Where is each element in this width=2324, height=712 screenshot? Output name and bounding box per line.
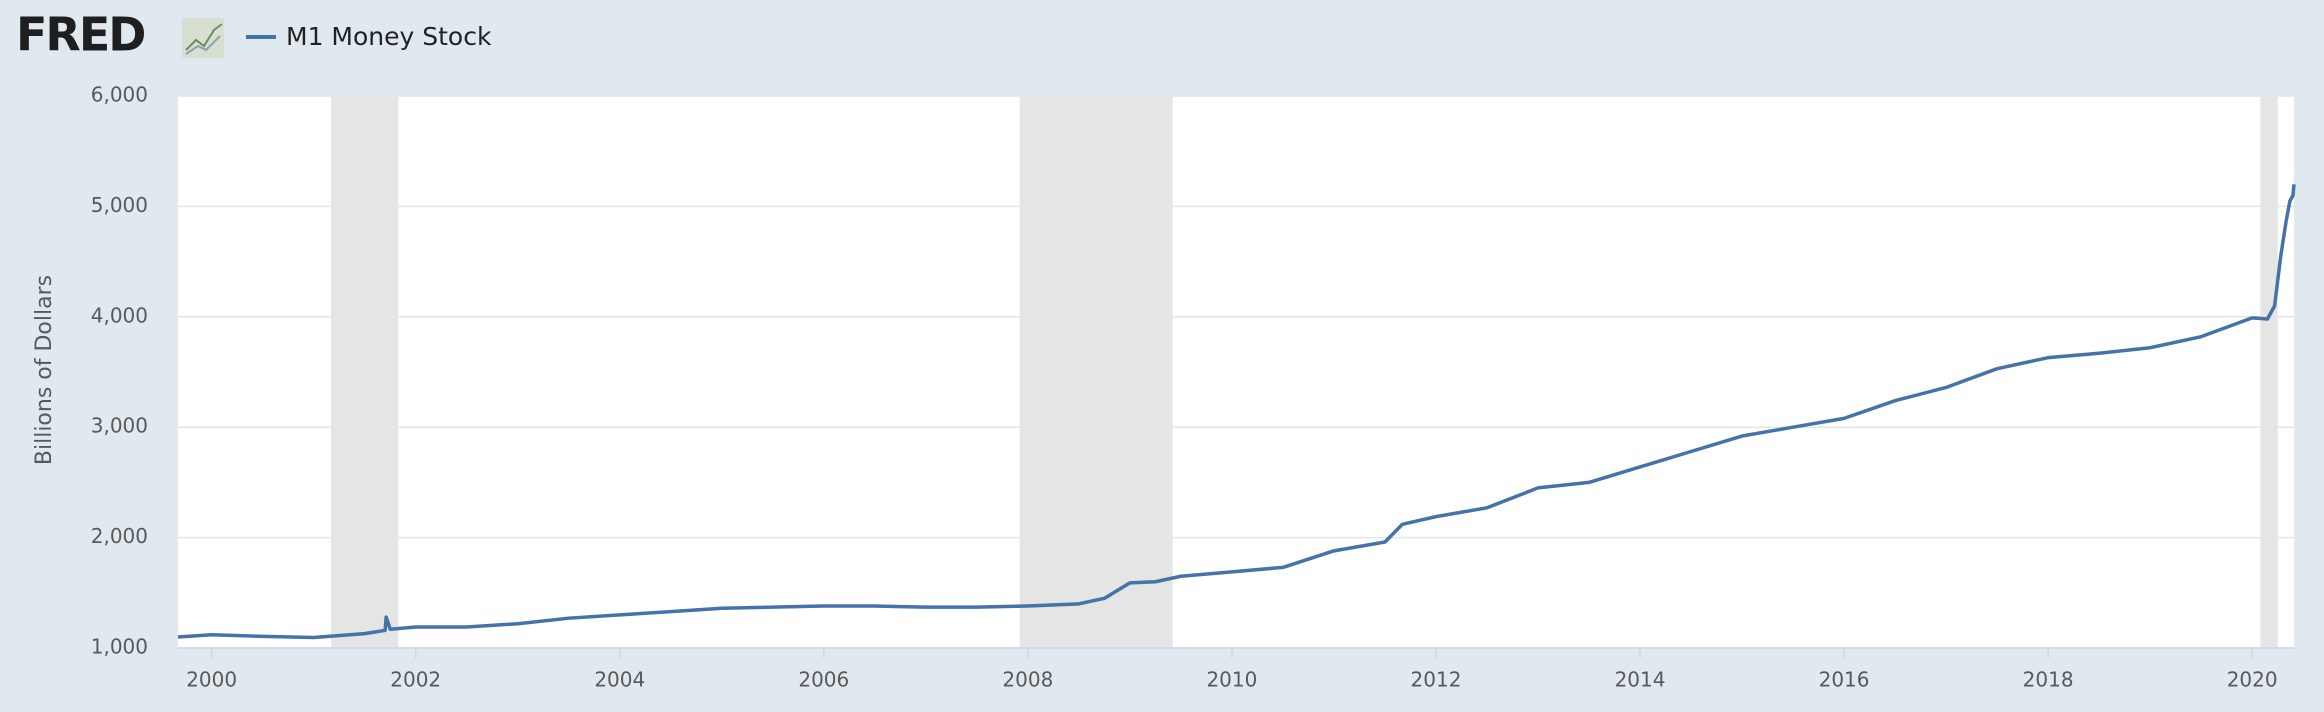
brand-logo: FRED <box>16 8 144 62</box>
x-tick-label: 2016 <box>1819 668 1870 692</box>
x-tick-label: 2012 <box>1411 668 1462 692</box>
recession-band <box>2260 96 2278 648</box>
y-tick-label: 4,000 <box>91 303 148 327</box>
series-line <box>177 184 2296 640</box>
x-tick-label: 2008 <box>1002 668 1053 692</box>
y-tick-label: 5,000 <box>91 193 148 217</box>
legend-label: M1 Money Stock <box>286 22 492 51</box>
x-tick-label: 2000 <box>186 668 237 692</box>
x-tick-label: 2014 <box>1615 668 1666 692</box>
x-tick-label: 2018 <box>2023 668 2074 692</box>
y-tick-label: 3,000 <box>91 414 148 438</box>
x-tick-label: 2002 <box>390 668 441 692</box>
logo-icon <box>182 18 224 58</box>
y-tick-label: 6,000 <box>91 83 148 107</box>
recession-band <box>1019 96 1173 648</box>
x-tick-label: 2006 <box>798 668 849 692</box>
x-tick-label: 2010 <box>1206 668 1257 692</box>
y-axis-title: Billions of Dollars <box>32 275 57 465</box>
x-tick-label: 2020 <box>2227 668 2278 692</box>
y-tick-label: 1,000 <box>91 635 148 659</box>
recession-band <box>331 96 399 648</box>
x-tick-label: 2004 <box>594 668 645 692</box>
y-tick-label: 2,000 <box>91 524 148 548</box>
plot-area <box>178 96 2294 648</box>
